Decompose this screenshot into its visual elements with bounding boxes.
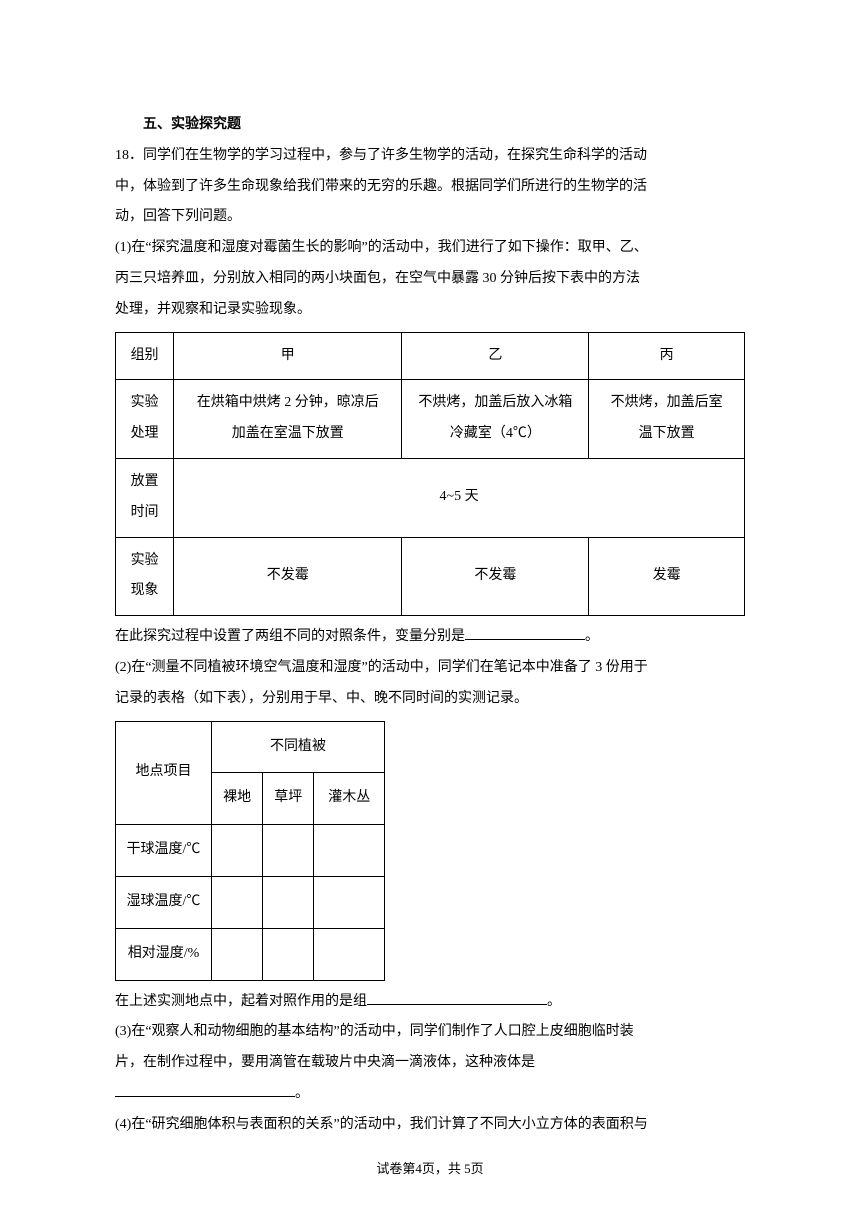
cell-line: 不烘烤，加盖后放入冰箱	[408, 388, 582, 419]
q18-p1-c: 处理，并观察和记录实验现象。	[115, 295, 745, 326]
fill-blank[interactable]	[115, 1083, 295, 1097]
sub-header: 灌木丛	[314, 773, 385, 825]
empty-cell	[212, 825, 263, 877]
text: 。	[585, 629, 599, 644]
table-row: 湿球温度/℃	[116, 876, 385, 928]
table-row: 干球温度/℃	[116, 825, 385, 877]
cell-line: 加盖在室温下放置	[180, 419, 395, 450]
header-colspan: 不同植被	[212, 721, 385, 773]
cell-line: 冷藏室（4℃）	[408, 419, 582, 450]
cell-b: 不烘烤，加盖后放入冰箱 冷藏室（4℃）	[402, 380, 589, 459]
q18-p4-a: (4)在“研究细胞体积与表面积的关系”的活动中，我们计算了不同大小立方体的表面积…	[115, 1110, 745, 1141]
table-row: 放置 时间 4~5 天	[116, 458, 745, 537]
header-a: 甲	[174, 332, 402, 380]
table-row: 实验 处理 在烘箱中烘烤 2 分钟，晾凉后 加盖在室温下放置 不烘烤，加盖后放入…	[116, 380, 745, 459]
text: 在上述实测地点中，起着对照作用的是组	[115, 994, 367, 1009]
fill-blank[interactable]	[367, 991, 547, 1005]
empty-cell	[263, 928, 314, 980]
header-rowspan: 地点项目	[116, 721, 212, 825]
fill-blank[interactable]	[465, 626, 585, 640]
row-label: 放置 时间	[116, 458, 174, 537]
page-footer: 试卷第4页，共 5页	[0, 1155, 860, 1184]
table-row: 组别 甲 乙 丙	[116, 332, 745, 380]
empty-cell	[212, 876, 263, 928]
q18-p2-a: (2)在“测量不同植被环境空气温度和湿度”的活动中，同学们在笔记本中准备了 3 …	[115, 653, 745, 684]
row-label: 相对湿度/%	[116, 928, 212, 980]
q18-p1-b: 丙三只培养皿，分别放入相同的两小块面包，在空气中暴露 30 分钟后按下表中的方法	[115, 264, 745, 295]
row-label: 湿球温度/℃	[116, 876, 212, 928]
cell-c: 发霉	[589, 537, 745, 616]
text: 。	[295, 1086, 309, 1101]
text: 。	[547, 994, 561, 1009]
cell-merged: 4~5 天	[174, 458, 745, 537]
empty-cell	[314, 876, 385, 928]
q18-lead-1: 18．同学们在生物学的学习过程中，参与了许多生物学的活动，在探究生命科学的活动	[115, 141, 745, 172]
text: 在此探究过程中设置了两组不同的对照条件，变量分别是	[115, 629, 465, 644]
label-line: 放置	[122, 467, 167, 498]
label-line: 实验	[122, 546, 167, 577]
table-row: 实验 现象 不发霉 不发霉 发霉	[116, 537, 745, 616]
row-label: 实验 现象	[116, 537, 174, 616]
table-row: 相对湿度/%	[116, 928, 385, 980]
empty-cell	[212, 928, 263, 980]
q18-after-t2: 在上述实测地点中，起着对照作用的是组 。	[115, 987, 745, 1018]
q18-p2-b: 记录的表格（如下表），分别用于早、中、晚不同时间的实测记录。	[115, 684, 745, 715]
empty-cell	[314, 928, 385, 980]
cell-line: 在烘箱中烘烤 2 分钟，晾凉后	[180, 388, 395, 419]
q18-p1-a: (1)在“探究温度和湿度对霉菌生长的影响”的活动中，我们进行了如下操作：取甲、乙…	[115, 233, 745, 264]
header-c: 丙	[589, 332, 745, 380]
cell-b: 不发霉	[402, 537, 589, 616]
empty-cell	[263, 876, 314, 928]
q18-p3-b: 片，在制作过程中，要用滴管在载玻片中央滴一滴液体，这种液体是	[115, 1048, 745, 1079]
label-line: 时间	[122, 498, 167, 529]
cell-c: 不烘烤，加盖后室 温下放置	[589, 380, 745, 459]
header-b: 乙	[402, 332, 589, 380]
q18-p3-c: 。	[115, 1079, 745, 1110]
row-label: 干球温度/℃	[116, 825, 212, 877]
q18-p3-a: (3)在“观察人和动物细胞的基本结构”的活动中，同学们制作了人口腔上皮细胞临时装	[115, 1017, 745, 1048]
sub-header: 裸地	[212, 773, 263, 825]
q18-lead-3: 动，回答下列问题。	[115, 202, 745, 233]
table-row: 地点项目 不同植被	[116, 721, 385, 773]
section-title: 五、实验探究题	[115, 110, 745, 141]
label-line: 实验	[122, 388, 167, 419]
experiment-table: 组别 甲 乙 丙 实验 处理 在烘箱中烘烤 2 分钟，晾凉后 加盖在室温下放置 …	[115, 332, 745, 617]
cell-line: 温下放置	[595, 419, 738, 450]
header-label: 组别	[116, 332, 174, 380]
cell-a: 在烘箱中烘烤 2 分钟，晾凉后 加盖在室温下放置	[174, 380, 402, 459]
empty-cell	[263, 825, 314, 877]
row-label: 实验 处理	[116, 380, 174, 459]
label-line: 现象	[122, 576, 167, 607]
q18-after-t1: 在此探究过程中设置了两组不同的对照条件，变量分别是 。	[115, 622, 745, 653]
vegetation-table: 地点项目 不同植被 裸地 草坪 灌木丛 干球温度/℃ 湿球温度/℃ 相对湿度/%	[115, 721, 385, 981]
sub-header: 草坪	[263, 773, 314, 825]
cell-line: 不烘烤，加盖后室	[595, 388, 738, 419]
empty-cell	[314, 825, 385, 877]
label-line: 处理	[122, 419, 167, 450]
q18-lead-2: 中，体验到了许多生命现象给我们带来的无穷的乐趣。根据同学们所进行的生物学的活	[115, 172, 745, 203]
cell-a: 不发霉	[174, 537, 402, 616]
